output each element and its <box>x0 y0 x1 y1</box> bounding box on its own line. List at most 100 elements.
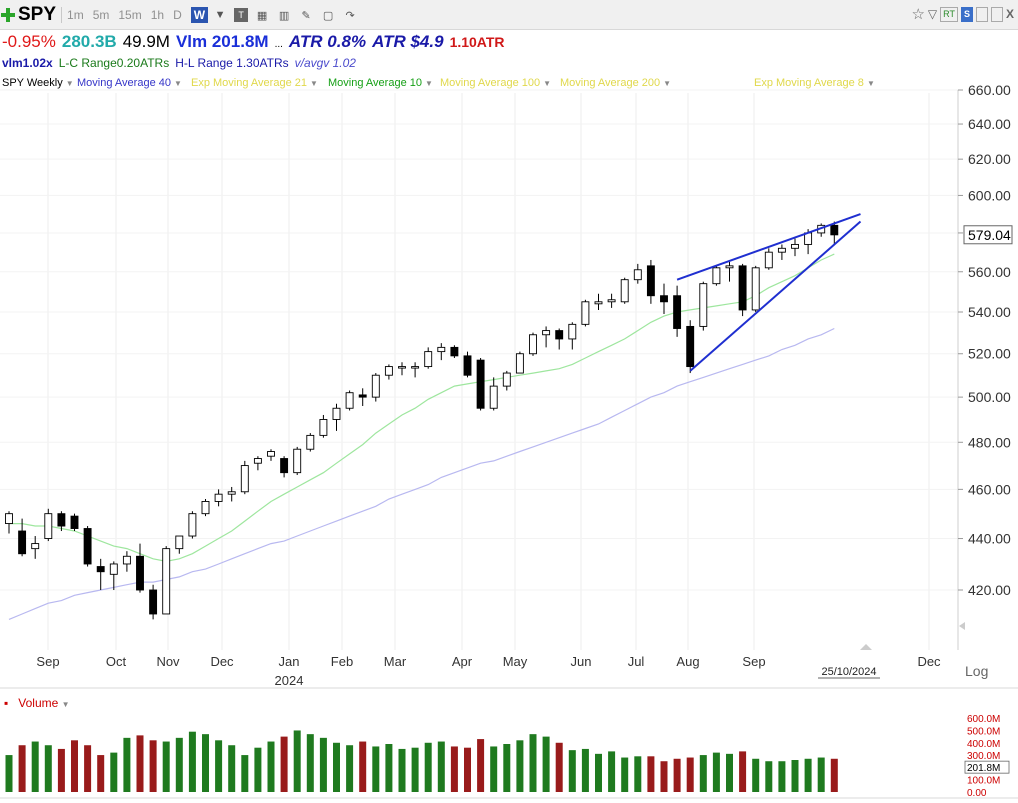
volume-bar <box>97 755 105 792</box>
candle <box>306 433 315 452</box>
candle-body <box>201 501 210 515</box>
volume-bar <box>57 748 65 792</box>
star-icon[interactable]: ☆ <box>911 6 925 23</box>
overlay-ma10[interactable]: Moving Average 10 ▼ <box>328 77 433 89</box>
pencil-icon[interactable]: ✎ <box>301 9 311 22</box>
candle-body <box>646 265 655 297</box>
chevron-down-icon[interactable]: ▼ <box>61 700 70 709</box>
volume-bar <box>830 758 838 792</box>
volume-bar <box>765 761 773 792</box>
separator <box>61 7 63 23</box>
dots: ... <box>274 39 283 50</box>
close-icon[interactable]: X <box>1005 7 1014 21</box>
candle <box>122 551 131 572</box>
candle-body <box>44 513 53 539</box>
s-icon[interactable]: S <box>960 6 973 22</box>
volume-bar <box>162 741 170 792</box>
trendlines[interactable] <box>676 213 862 372</box>
timeframe-d[interactable]: D <box>173 8 182 22</box>
symbol-row: SPY 1m 5m 15m 1h D W ▼ T ▦ ▥ ✎ ▢ ↷ <box>0 3 364 27</box>
indicators-icon[interactable]: ▥ <box>278 9 290 22</box>
overlay-spy-weekly[interactable]: SPY Weekly ▼ <box>2 77 74 89</box>
volume-bar <box>149 740 157 792</box>
overlay-ema8[interactable]: Exp Moving Average 8 ▼ <box>754 77 875 89</box>
candle-body <box>791 243 799 249</box>
candle <box>463 351 472 378</box>
vavgv: v/avgv 1.02 <box>294 56 356 70</box>
realtime-icon[interactable]: RT <box>940 6 958 22</box>
share-icon[interactable]: ↷ <box>345 9 355 22</box>
candle <box>646 259 655 304</box>
volume-bar <box>595 753 602 792</box>
candle-body <box>136 555 144 591</box>
volume-bar <box>437 741 445 792</box>
trendline <box>689 220 862 372</box>
volume-tick-label: 201.8M <box>967 763 1000 774</box>
candle <box>791 238 799 257</box>
month-tick-label: Apr <box>452 654 473 669</box>
ma10-line <box>9 253 835 563</box>
volume-legend[interactable]: ▪ Volume ▼ <box>4 696 70 710</box>
overlay-ma200[interactable]: Moving Average 200 ▼ <box>560 77 672 89</box>
candle <box>699 281 708 331</box>
candle-body <box>699 283 708 327</box>
price-tick-label: 600.00 <box>968 187 1011 203</box>
candle <box>5 511 13 534</box>
chevron-down-icon[interactable]: ▼ <box>214 9 226 21</box>
candle <box>384 364 393 380</box>
volume-bar <box>726 753 733 792</box>
plus-icon[interactable] <box>1 8 15 22</box>
candle <box>568 322 577 350</box>
ma40-line <box>8 327 835 620</box>
candle <box>529 332 537 356</box>
candle <box>673 285 682 337</box>
symbol-label[interactable]: SPY <box>18 4 57 25</box>
maximize-icon[interactable] <box>990 6 1003 22</box>
overlay-ema21[interactable]: Exp Moving Average 21 ▼ <box>191 77 318 89</box>
timeframe-1m[interactable]: 1m <box>67 8 84 22</box>
candle <box>489 377 498 411</box>
volume-bar <box>699 755 707 792</box>
candle <box>594 293 603 310</box>
timeframe-5m[interactable]: 5m <box>92 8 110 22</box>
candle <box>18 518 27 557</box>
price-tick-label: 480.00 <box>968 434 1011 450</box>
note-icon[interactable]: ▢ <box>322 9 334 22</box>
alert-icon[interactable]: ▽ <box>927 7 938 21</box>
volume-tick-label: 0.00 <box>967 788 987 799</box>
timeframe-15m[interactable]: 15m <box>118 8 142 22</box>
pct-change: -0.95% <box>2 32 56 51</box>
candle-body <box>633 269 642 281</box>
candle-body <box>620 279 629 303</box>
volume-tick-label: 500.0M <box>967 726 1000 737</box>
ma40-path <box>8 327 835 620</box>
tt-icon[interactable]: T <box>234 8 249 22</box>
grid-icon[interactable]: ▦ <box>256 9 268 22</box>
candle-body <box>502 372 511 387</box>
volume-bar <box>752 758 760 792</box>
volume-bar <box>44 745 52 792</box>
candle <box>777 244 786 260</box>
timeframe-1h[interactable]: 1h <box>150 8 165 22</box>
minimize-icon[interactable] <box>975 6 988 22</box>
candle <box>240 460 249 495</box>
overlay-ma100[interactable]: Moving Average 100 ▼ <box>440 77 552 89</box>
grid <box>0 89 1018 799</box>
stats-row: -0.95% 280.3B 49.9M Vlm 201.8M ... ATR 0… <box>2 32 511 54</box>
candle-body <box>175 535 184 550</box>
timeframe-w[interactable]: W <box>190 7 209 23</box>
log-scale-toggle[interactable]: Log <box>965 663 989 679</box>
window-controls: ☆ ▽ RT S X <box>911 5 1014 23</box>
candle <box>57 511 66 532</box>
atr-count: 1.10ATR <box>449 34 505 50</box>
overlay-ma40[interactable]: Moving Average 40 ▼ <box>77 77 182 89</box>
candle-body <box>515 353 524 374</box>
candle <box>450 345 459 359</box>
volume-bar <box>647 756 655 792</box>
volume-bar <box>686 757 694 792</box>
volume-bar <box>241 755 249 792</box>
volume-bar <box>817 757 825 792</box>
volume-bar <box>621 757 629 792</box>
